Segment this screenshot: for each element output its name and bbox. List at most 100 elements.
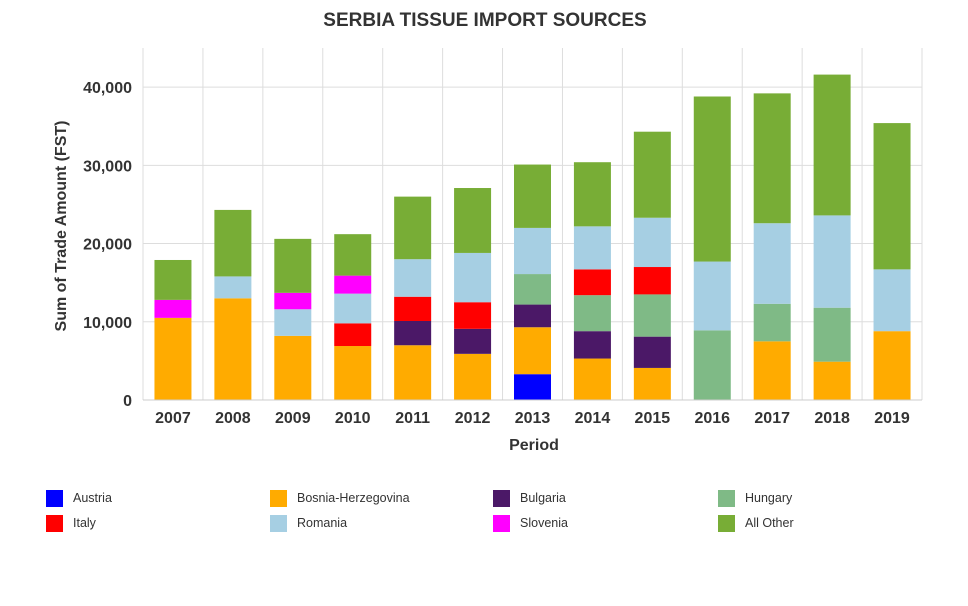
bar-segment: [573, 295, 611, 332]
legend-swatch: [46, 514, 63, 532]
x-tick-label: 2016: [694, 410, 730, 427]
legend-item: Romania: [270, 514, 347, 532]
bar-segment: [813, 307, 851, 362]
x-tick-label: 2007: [155, 410, 191, 427]
legend-item: All Other: [718, 514, 794, 532]
legend-label: Italy: [73, 516, 96, 530]
legend-label: Hungary: [745, 491, 793, 505]
legend-swatch: [493, 489, 510, 507]
y-tick-label: 10,000: [83, 315, 132, 332]
chart-title: SERBIA TISSUE IMPORT SOURCES: [323, 10, 646, 31]
x-tick-label: 2019: [874, 410, 910, 427]
bar-segment: [753, 341, 791, 400]
y-axis-label: Sum of Trade Amount (FST): [53, 121, 70, 332]
y-tick-label: 0: [123, 393, 132, 410]
bar-segment: [274, 309, 312, 336]
bar-segment: [693, 261, 731, 331]
x-tick-label: 2015: [635, 410, 671, 427]
bar-segment: [214, 209, 252, 277]
legend-item: Bulgaria: [493, 489, 566, 507]
bar-segment: [573, 162, 611, 227]
bar-segment: [873, 123, 911, 270]
bar-segment: [573, 269, 611, 296]
legend-label: Bosnia-Herzegovina: [297, 491, 410, 505]
bar-segment: [394, 259, 432, 297]
x-tick-label: 2010: [335, 410, 371, 427]
bar-segment: [214, 276, 252, 299]
bar-segment: [274, 292, 312, 310]
bar-segment: [454, 353, 492, 400]
legend-item: Bosnia-Herzegovina: [270, 489, 410, 507]
bar-segment: [514, 304, 551, 328]
bar-segment: [693, 330, 731, 400]
bar-segment: [454, 302, 492, 329]
x-tick-label: 2013: [515, 410, 551, 427]
legend-swatch: [718, 489, 735, 507]
legend-swatch: [718, 514, 735, 532]
x-tick-label: 2011: [395, 410, 430, 427]
x-tick-label: 2009: [275, 410, 311, 427]
bar-segment: [633, 131, 671, 218]
bar-segment: [633, 294, 671, 337]
x-tick-label: 2018: [814, 410, 850, 427]
y-tick-label: 20,000: [83, 237, 132, 254]
legend: Austria Bosnia-Herzegovina Bulgaria Hungary…: [46, 489, 946, 537]
bar-segment: [573, 226, 611, 270]
bar-segment: [394, 296, 432, 321]
bar-segment: [514, 327, 551, 375]
bar-segment: [334, 275, 372, 294]
bar-segment: [334, 293, 372, 324]
x-tick-label: 2014: [575, 410, 611, 427]
bar-segment: [154, 299, 192, 318]
bar-segment: [873, 269, 911, 332]
legend-label: Romania: [297, 516, 348, 530]
bar-segment: [454, 252, 492, 303]
bar-segment: [154, 317, 192, 400]
axes: 0 10,000 20,000 30,000 40,000 2007 2008 2009 201…: [83, 80, 922, 427]
legend-item: Austria: [46, 489, 112, 507]
legend-swatch: [46, 489, 63, 507]
legend-item: Italy: [46, 514, 96, 532]
legend-item: Hungary: [718, 489, 792, 507]
legend-swatch: [270, 489, 287, 507]
x-tick-label: 2012: [455, 410, 491, 427]
bar-segment: [873, 331, 911, 400]
x-axis-label: Period: [509, 437, 559, 454]
bar-segment: [633, 336, 671, 368]
x-tick-label: 2008: [215, 410, 251, 427]
bar-segment: [394, 196, 432, 260]
bar-segment: [214, 298, 252, 400]
bar-segment: [753, 223, 791, 304]
legend-label: Bulgaria: [520, 491, 566, 505]
bar-segment: [813, 215, 851, 308]
bar-segment: [394, 320, 432, 346]
bar-segment: [573, 358, 611, 400]
y-tick-label: 30,000: [83, 158, 132, 175]
bar-segment: [753, 93, 791, 224]
bar-segment: [753, 303, 791, 342]
bar-segment: [334, 323, 372, 347]
bar-segment: [334, 234, 372, 276]
bar-segment: [454, 328, 492, 354]
bar-segment: [394, 345, 432, 400]
bar-segment: [633, 217, 671, 268]
legend-label: Austria: [73, 491, 112, 505]
bar-segment: [514, 374, 551, 400]
bar-segment: [693, 96, 731, 262]
bar-segment: [514, 164, 551, 228]
bar-segment: [334, 346, 372, 400]
legend-item: Slovenia: [493, 514, 568, 532]
bar-segment: [274, 238, 312, 293]
legend-label: All Other: [745, 516, 794, 530]
legend-swatch: [493, 514, 510, 532]
bar-segment: [154, 259, 192, 300]
legend-label: Slovenia: [520, 516, 568, 530]
bar-segment: [514, 227, 551, 275]
bar-segment: [813, 361, 851, 400]
bar-segment: [274, 335, 312, 400]
bars: [154, 74, 911, 400]
bar-segment: [573, 331, 611, 359]
legend-swatch: [270, 514, 287, 532]
y-tick-label: 40,000: [83, 80, 132, 97]
bar-segment: [633, 367, 671, 400]
